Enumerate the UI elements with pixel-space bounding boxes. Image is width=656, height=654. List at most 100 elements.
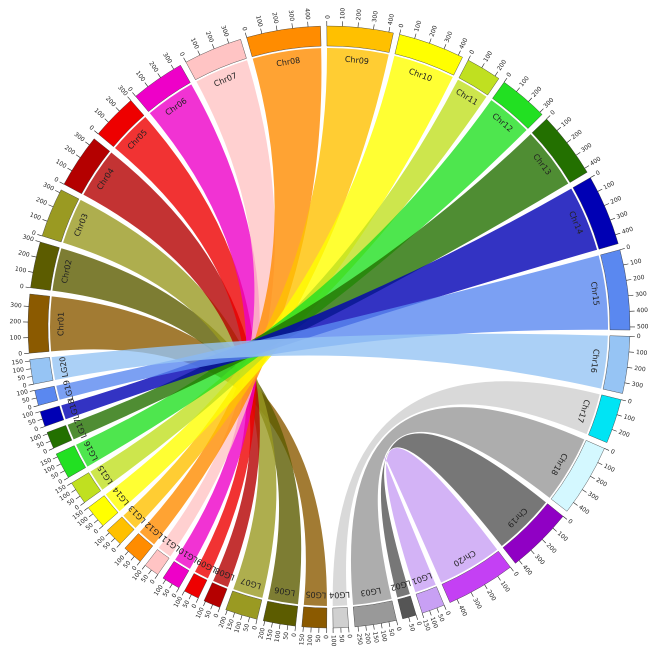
tick-mark: [169, 583, 173, 589]
tick-label: 50: [21, 396, 30, 405]
tick-label: 200: [104, 95, 117, 108]
tick-mark: [271, 622, 273, 628]
tick-label: 50: [282, 631, 290, 640]
tick-label: 0: [149, 578, 157, 585]
tick-mark: [28, 383, 34, 386]
tick-mark: [52, 456, 58, 460]
tick-label: 300: [631, 381, 644, 390]
segment: [326, 25, 394, 53]
tick-label: 300: [444, 30, 455, 43]
tick-mark: [170, 64, 174, 70]
tick-label: 200: [617, 429, 630, 440]
tick-mark: [157, 73, 161, 78]
segment-label: Chr15: [589, 281, 601, 306]
tick-mark: [105, 532, 110, 537]
tick-label: 50: [242, 623, 251, 632]
tick-mark: [56, 463, 62, 467]
segment: [602, 335, 631, 394]
link-ribbon: [115, 116, 257, 579]
link-ribbon: [149, 84, 260, 569]
tick-mark: [470, 592, 474, 597]
tick-label: 100: [499, 580, 511, 594]
tick-mark: [63, 477, 69, 481]
segment: [185, 39, 247, 81]
tick-label: 200: [485, 589, 497, 603]
tick-mark: [518, 560, 523, 565]
tick-mark: [621, 399, 627, 402]
tick-mark: [42, 219, 48, 222]
tick-mark: [610, 217, 616, 221]
tick-mark: [260, 28, 263, 34]
tick-label: 0: [18, 350, 23, 357]
tick-label: 0: [27, 404, 33, 412]
tick-label: 100: [339, 8, 347, 20]
tick-label: 50: [204, 610, 213, 620]
tick-mark: [67, 167, 72, 171]
tick-mark: [132, 92, 136, 97]
tick-label: 0: [291, 633, 298, 638]
tick-label: 400: [577, 504, 591, 516]
tick-label: 0: [251, 625, 259, 631]
tick-label: 250: [355, 633, 363, 645]
tick-label: 0: [88, 124, 96, 132]
tick-mark: [240, 615, 243, 621]
tick-label: 0: [609, 448, 615, 456]
tick-label: 100: [602, 463, 616, 474]
tick-label: 100: [429, 616, 439, 629]
tick-mark: [388, 27, 391, 33]
tick-label: 300: [586, 490, 600, 502]
tick-mark: [104, 118, 109, 123]
tick-label: 0: [53, 176, 60, 184]
tick-mark: [148, 569, 152, 575]
link-ribbon: [380, 433, 546, 598]
tick-mark: [624, 382, 630, 385]
tick-label: 500: [637, 323, 649, 330]
segment-label: Chr16: [589, 348, 601, 373]
tick-label: 50: [315, 635, 322, 643]
tick-mark: [421, 613, 425, 619]
segment: [572, 177, 619, 250]
tick-label: 100: [274, 630, 283, 643]
segment: [29, 357, 54, 385]
tick-mark: [623, 263, 629, 266]
tick-label: 300: [616, 210, 629, 221]
tick-mark: [627, 367, 633, 369]
tick-label: 50: [50, 471, 60, 481]
tick-label: 100: [556, 530, 569, 543]
link-ribbon: [332, 381, 600, 606]
tick-mark: [530, 550, 535, 555]
segment: [71, 472, 102, 503]
tick-label: 300: [580, 142, 594, 154]
tick-label: 200: [35, 196, 48, 207]
tick-label: 200: [570, 128, 583, 141]
tick-mark: [48, 448, 54, 451]
tick-label: 100: [29, 433, 42, 444]
tick-mark: [48, 204, 54, 208]
tick-mark: [510, 566, 514, 572]
tick-mark: [75, 154, 81, 158]
tick-label: 150: [265, 629, 274, 642]
tick-mark: [294, 626, 296, 632]
tick-label: 200: [595, 477, 609, 489]
tick-label: 0: [171, 592, 179, 599]
tick-mark: [226, 38, 230, 44]
tick-mark: [211, 44, 215, 49]
tick-label: 300: [287, 9, 295, 21]
tick-mark: [626, 279, 632, 281]
segment: [492, 81, 543, 129]
tick-label: 300: [73, 131, 86, 144]
tick-mark: [210, 604, 213, 610]
link-ribbon: [51, 333, 608, 389]
segment: [27, 293, 50, 354]
segment: [397, 595, 417, 620]
tick-mark: [27, 376, 33, 378]
tick-label: 150: [371, 631, 380, 644]
tick-label: 200: [63, 144, 77, 156]
tick-label: 200: [545, 542, 558, 555]
tick-label: 0: [444, 610, 452, 616]
tick-mark: [562, 516, 568, 520]
tick-mark: [436, 607, 439, 613]
tick-mark: [162, 579, 166, 585]
segment: [332, 607, 349, 629]
